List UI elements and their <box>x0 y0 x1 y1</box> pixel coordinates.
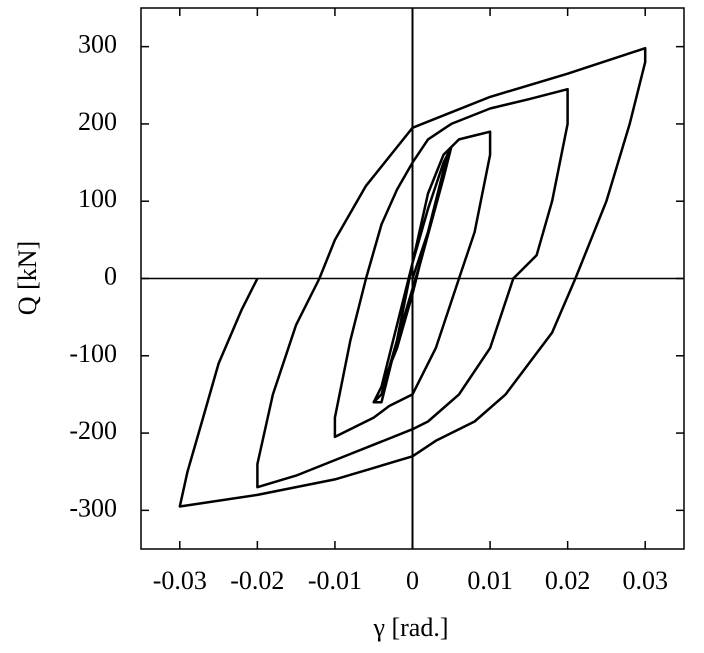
y-axis-label: Q [kN] <box>13 241 42 315</box>
x-tick-label: -0.02 <box>230 566 284 595</box>
y-tick-label: 100 <box>78 184 117 213</box>
x-tick-label: 0.02 <box>545 566 591 595</box>
y-tick-label: 200 <box>78 107 117 136</box>
x-tick-label: -0.01 <box>308 566 362 595</box>
x-tick-label: 0.01 <box>467 566 513 595</box>
x-axis-label: γ [rad.] <box>372 613 448 642</box>
y-tick-label: -100 <box>69 339 117 368</box>
y-tick-label: -200 <box>69 416 117 445</box>
x-tick-label: 0.03 <box>622 566 668 595</box>
y-tick-label: -300 <box>69 493 117 522</box>
x-tick-label: 0 <box>406 566 419 595</box>
y-tick-label: 300 <box>78 30 117 59</box>
x-tick-label: -0.03 <box>153 566 207 595</box>
hysteresis-curve <box>178 46 647 508</box>
y-tick-label: 0 <box>104 261 117 290</box>
